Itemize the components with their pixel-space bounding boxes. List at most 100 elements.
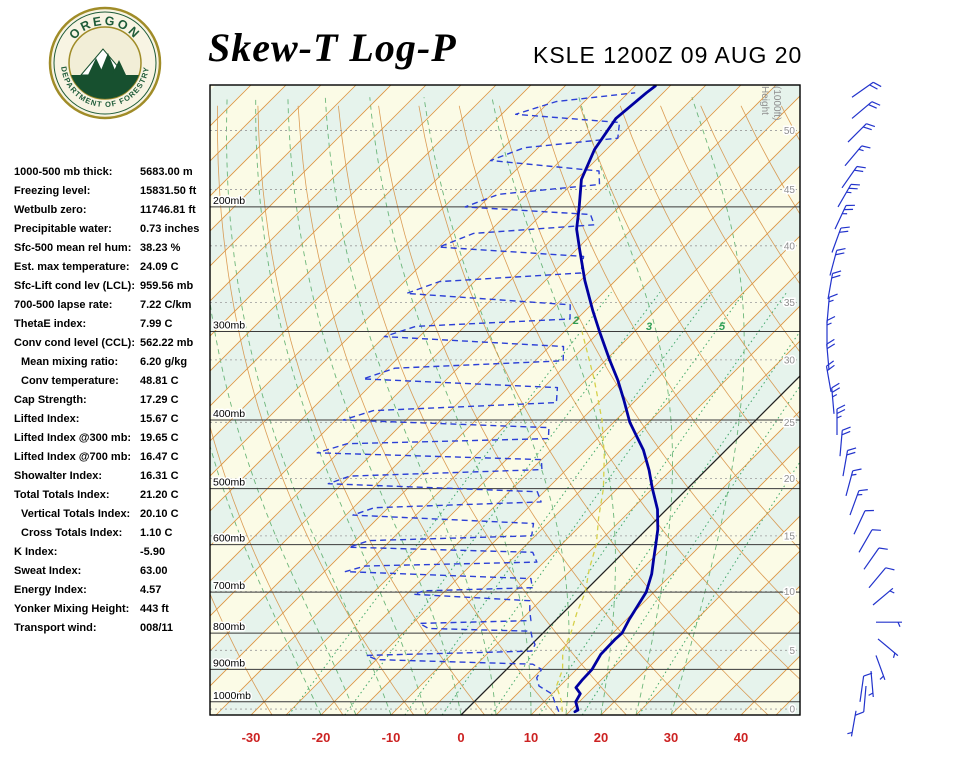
pressure-level-label: 200mb [213,195,245,207]
isotherm-line [670,585,800,715]
isotherm-line [775,690,800,715]
temp-axis-label: -20 [312,730,331,745]
dry-adiabat-line [780,105,800,142]
index-value: 443 ft [140,603,169,615]
wind-barb [845,468,862,497]
moist-adiabat-line [578,97,673,715]
index-row: Conv cond level (CCL): 562.22 mb [14,337,210,356]
wind-barb [851,81,882,98]
index-value: 20.10 C [140,508,179,520]
height-tick-label: 40 [784,241,796,252]
index-row: Yonker Mixing Height: 443 ft [14,603,210,622]
index-value: -5.90 [140,546,166,558]
height-tick-label: 15 [784,531,796,542]
pressure-level-label: 800mb [213,621,245,633]
index-value: 24.09 C [140,261,179,273]
index-value: 1.10 C [140,527,173,539]
wind-barb [827,270,842,300]
isotherm-line [600,515,800,715]
index-row: Mean mixing ratio: 6.20 g/kg [14,356,210,375]
index-row: Precipitable water: 0.73 inches [14,223,210,242]
indices-panel: 1000-500 mb thick: 5683.00 m Freezing leve… [14,166,210,641]
wind-barb [826,338,836,371]
index-row: Total Totals Index: 21.20 C [14,489,210,508]
wind-barb [858,529,881,553]
index-label: 700-500 lapse rate: [14,299,113,311]
height-axis-title-line1: Height [759,86,770,115]
moist-adiabat-line [491,97,616,715]
index-label: Total Totals Index: [14,489,110,501]
temp-axis-label: -30 [242,730,261,745]
index-value: 21.20 C [140,489,179,501]
dry-adiabat-line [862,106,960,715]
pressure-level-label: 700mb [213,580,245,592]
index-label: Wetbulb zero: [14,204,87,216]
moist-adiabat-line [369,97,532,715]
index-value: 16.31 C [140,470,179,482]
height-axis-title-line2: (1000ft) [771,86,782,120]
index-row: Lifted Index @700 mb: 16.47 C [14,451,210,470]
index-row: Lifted Index: 15.67 C [14,413,210,432]
index-label: Precipitable water: [14,223,112,235]
height-tick-label: 10 [784,587,796,598]
isotherm-line [320,235,800,715]
isotherm-line [215,130,800,715]
moist-adiabat-line [287,97,462,715]
wetbulb-trace [555,331,605,712]
dry-adiabat-line [579,105,800,486]
dry-adiabat-line [499,105,800,616]
height-tick-label: 0 [789,705,795,716]
logo-ground [71,75,139,99]
index-value: 17.29 C [140,394,179,406]
height-tick-label: 20 [784,474,796,485]
isotherm-line [425,340,800,715]
pressure-gridlines [210,206,800,703]
isotherm-line [355,270,800,715]
isotherm-line [210,85,427,302]
index-label: Conv temperature: [21,375,119,387]
page-title: Skew-T Log-P [208,25,457,70]
dry-adiabat-line [210,592,273,715]
dry-adiabat-line [539,105,800,551]
dry-adiabat-line [338,105,627,715]
temperature-trace [573,85,660,714]
temp-axis-label: 40 [734,730,748,745]
index-row: Conv temperature: 48.81 C [14,375,210,394]
index-label: Mean mixing ratio: [21,356,119,368]
wind-barb [849,489,868,516]
index-value: 38.23 % [140,242,181,254]
index-row: Lifted Index @300 mb: 19.65 C [14,432,210,451]
moist-adiabat-line [324,97,497,715]
index-label: Transport wind: [14,622,97,634]
index-label: Lifted Index @300 mb: [14,432,132,444]
isotherm-line [210,85,602,477]
index-value: 15831.50 ft [140,185,197,197]
station-time-label: KSLE 1200Z 09 AUG 20 [533,42,803,68]
temp-axis-label: 10 [524,730,538,745]
index-label: Cross Totals Index: [21,527,123,539]
zero-isotherm [460,375,800,715]
isotherm-band [210,96,800,715]
index-label: K Index: [14,546,58,558]
height-tick-label: 5 [789,646,795,657]
plot-border [209,84,801,716]
index-row: Wetbulb zero: 11746.81 ft [14,204,210,223]
index-row: Vertical Totals Index: 20.10 C [14,508,210,527]
wind-barb [853,509,874,535]
isotherm-line [210,85,532,407]
index-row: Transport wind: 008/11 [14,622,210,641]
isotherm-line [210,85,392,267]
index-value: 562.22 mb [140,337,194,349]
isotherm-line [495,410,800,715]
index-row: Cap Strength: 17.29 C [14,394,210,413]
mixing-ratio-value-label: 2 [572,315,579,327]
mixing-ratio-line [344,291,661,715]
isotherm-line [210,85,497,372]
zero-isotherm-line [460,375,800,715]
isotherm-line [250,165,800,715]
temp-axis-label: -10 [382,730,401,745]
index-value: 959.56 mb [140,280,194,292]
wind-barb [877,638,899,658]
index-row: 1000-500 mb thick: 5683.00 m [14,166,210,185]
